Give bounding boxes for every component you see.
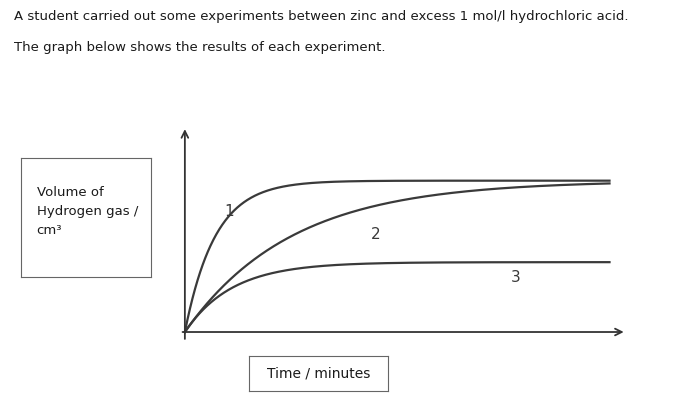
Text: 1: 1	[225, 204, 235, 219]
Text: 3: 3	[511, 270, 521, 285]
Text: Volume of
Hydrogen gas /
cm³: Volume of Hydrogen gas / cm³	[36, 186, 138, 237]
Text: Time / minutes: Time / minutes	[267, 366, 370, 380]
Text: The graph below shows the results of each experiment.: The graph below shows the results of eac…	[14, 41, 386, 55]
Text: 2: 2	[371, 228, 381, 243]
Text: A student carried out some experiments between zinc and excess 1 mol/l hydrochlo: A student carried out some experiments b…	[14, 10, 629, 23]
